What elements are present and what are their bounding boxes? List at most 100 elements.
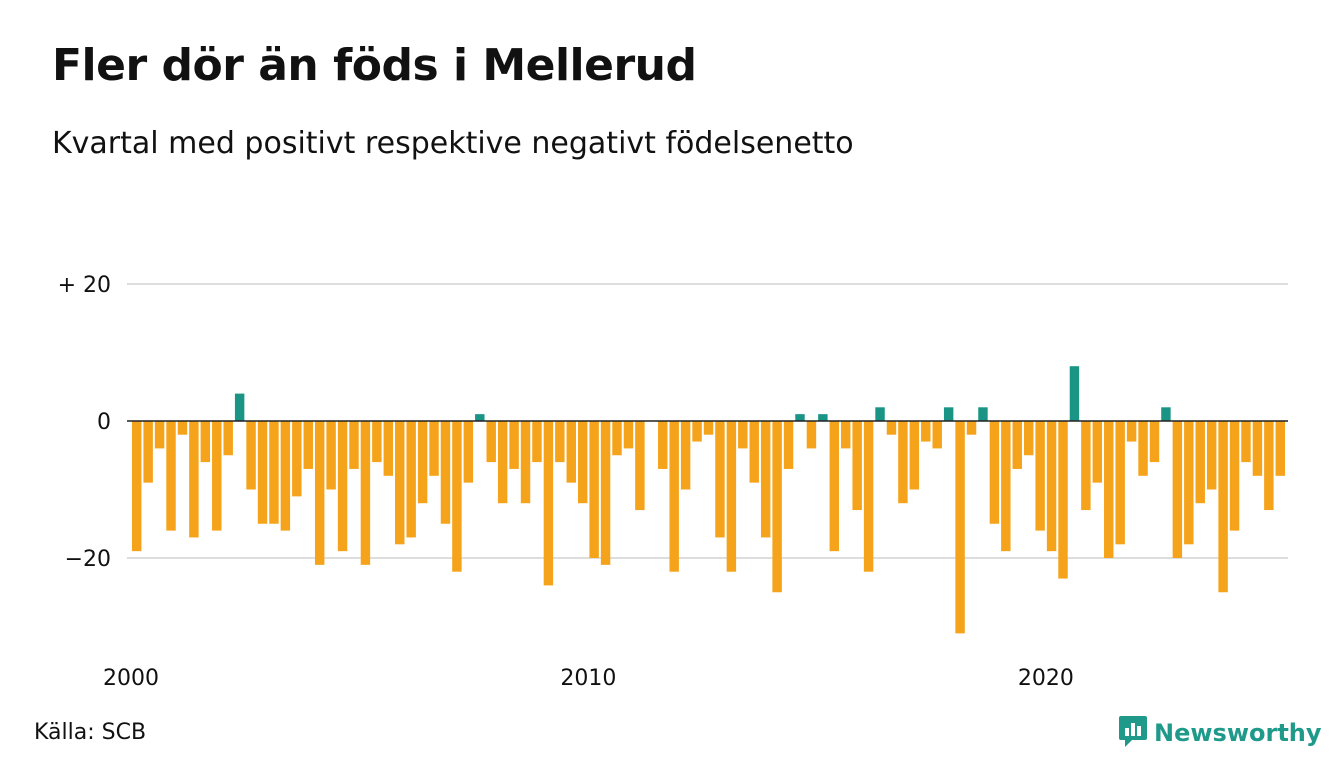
bar [943, 407, 954, 421]
bar [612, 421, 622, 456]
bar [532, 421, 542, 463]
bar [154, 421, 165, 449]
bar [349, 421, 359, 469]
bar [257, 421, 268, 524]
bar [292, 421, 302, 497]
bar [1195, 421, 1205, 504]
bar [200, 421, 211, 463]
bar [417, 421, 428, 504]
bar [783, 421, 794, 469]
bar [543, 421, 554, 586]
bar [806, 421, 817, 449]
bar [795, 414, 805, 421]
bar [932, 421, 942, 449]
bar [600, 421, 611, 565]
bar [486, 421, 496, 463]
bar [738, 421, 748, 449]
bar [623, 421, 634, 449]
bar [749, 421, 759, 483]
bar [337, 421, 348, 552]
bar [132, 421, 142, 552]
bar [1069, 366, 1080, 421]
brand-logo[interactable]: Newsworthy [1118, 714, 1322, 752]
page-subtitle: Kvartal med positivt respektive negativt… [52, 126, 854, 161]
bars-layer [127, 366, 1288, 634]
bar [223, 421, 233, 456]
bar [429, 421, 439, 476]
bar [303, 421, 313, 469]
bar [1184, 421, 1194, 545]
bar [726, 421, 737, 572]
bar [1252, 421, 1263, 476]
bar [1023, 421, 1034, 456]
bar [1172, 421, 1183, 558]
ticks-layer: + 20 0 −20 2000 2010 2020 [58, 273, 1074, 691]
bar [589, 421, 599, 558]
bar [577, 421, 588, 504]
bar [520, 421, 531, 504]
bar [269, 421, 279, 524]
y-tick-label: 0 [97, 410, 111, 435]
bar [280, 421, 291, 531]
bar [772, 421, 782, 593]
bar [234, 393, 245, 421]
bar [566, 421, 576, 483]
bar [406, 421, 416, 538]
bar [555, 421, 565, 463]
source-note: Källa: SCB [34, 720, 147, 745]
bar [1046, 421, 1057, 552]
bar [189, 421, 199, 538]
bar [1229, 421, 1240, 531]
bar [326, 421, 336, 490]
bar [1012, 421, 1022, 469]
bar [875, 407, 885, 421]
bar [818, 414, 828, 421]
bar [166, 421, 176, 531]
bar [143, 421, 153, 483]
bar [372, 421, 382, 463]
bar [1035, 421, 1045, 531]
bar [475, 414, 485, 421]
bar [1206, 421, 1217, 490]
bar [909, 421, 920, 490]
bar [440, 421, 451, 524]
y-tick-label: + 20 [58, 273, 111, 298]
x-tick-label: 2010 [560, 666, 616, 691]
bar [658, 421, 668, 469]
bar [1092, 421, 1103, 483]
bar [360, 421, 371, 565]
bar [497, 421, 508, 504]
bar [715, 421, 725, 538]
bar [1081, 421, 1091, 511]
bar [886, 421, 897, 435]
bar [314, 421, 325, 565]
bar [1161, 407, 1171, 421]
bar [978, 407, 988, 421]
bar [703, 421, 714, 435]
bar [841, 421, 851, 449]
page-title: Fler dör än föds i Mellerud [52, 40, 697, 91]
bar [898, 421, 908, 504]
bar [921, 421, 931, 442]
bar [395, 421, 405, 545]
bar [1138, 421, 1148, 476]
bar [509, 421, 519, 469]
bar [1241, 421, 1251, 463]
bar [1218, 421, 1228, 593]
newsworthy-logo-icon [1118, 714, 1148, 752]
bar [452, 421, 462, 572]
x-tick-label: 2020 [1018, 666, 1074, 691]
bar [829, 421, 840, 552]
bar [177, 421, 188, 435]
bar [955, 421, 965, 634]
bar [692, 421, 702, 442]
bar [760, 421, 771, 538]
bar [1104, 421, 1114, 558]
bar [966, 421, 977, 435]
bar [680, 421, 691, 490]
bar [852, 421, 862, 511]
x-tick-label: 2000 [103, 666, 159, 691]
bar [463, 421, 474, 483]
bar [1149, 421, 1160, 463]
bar [383, 421, 394, 476]
